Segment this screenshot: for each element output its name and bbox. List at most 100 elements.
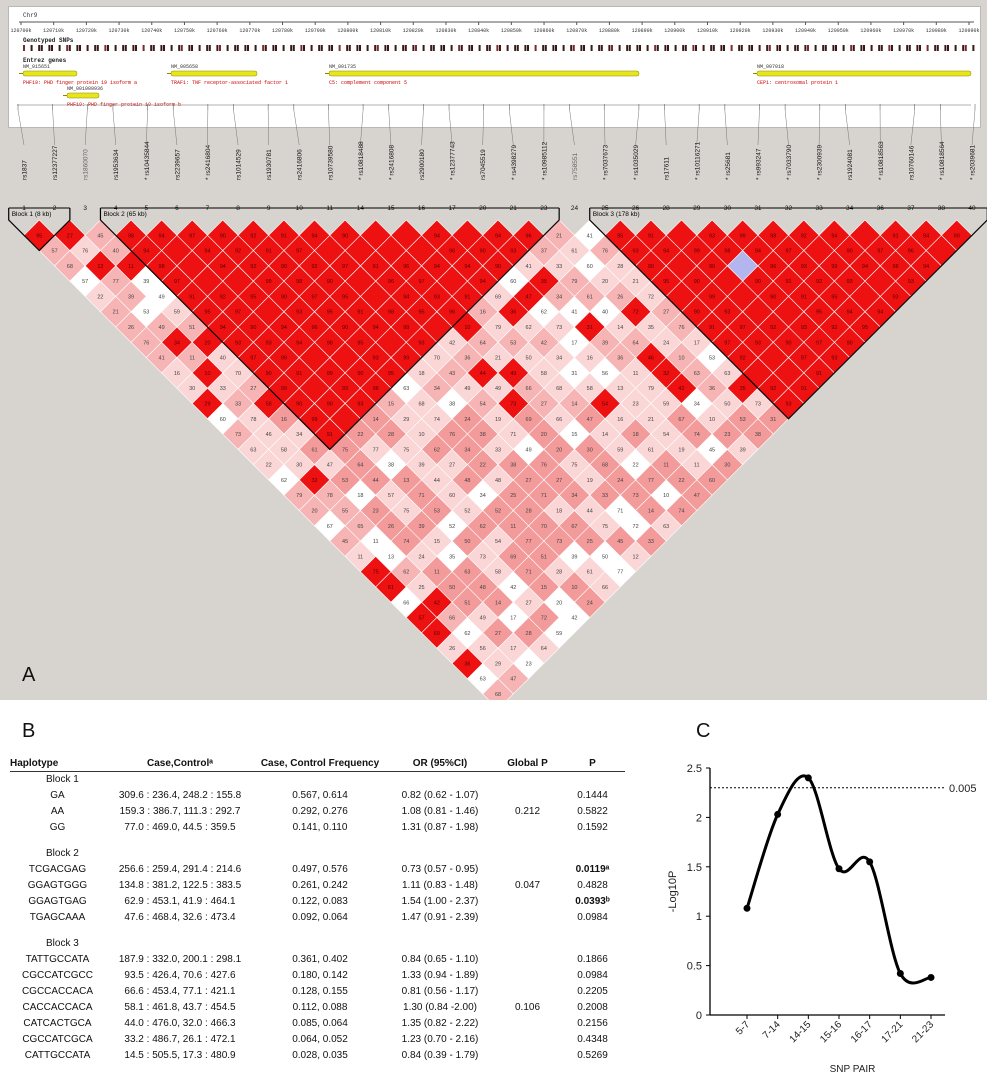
- snp-name-label: * rs4398279: [511, 145, 518, 180]
- panel-c-label: C: [696, 720, 710, 743]
- ld-cell-value: 99: [709, 294, 715, 300]
- case-control-cell: 256.6 : 259.4, 291.4 : 214.6: [105, 862, 255, 878]
- table-header-row: Haplotype Case,Controlᵃ Case, Control Fr…: [10, 756, 625, 772]
- ld-cell-value: 79: [648, 386, 654, 392]
- p-value-cell: 0.0119ᵃ: [560, 862, 625, 878]
- snp-connector: [940, 110, 941, 145]
- ld-cell-value: 91: [709, 325, 715, 331]
- ld-cell-value: 94: [877, 310, 883, 316]
- snp-connector: [85, 110, 87, 145]
- ld-cell-value: 90: [342, 233, 348, 239]
- ld-cell-value: 93: [434, 294, 440, 300]
- haplotype-block-label: Block 3 (178 kb): [593, 211, 640, 218]
- ld-cell-value: 38: [510, 463, 516, 469]
- ld-cell-value: 70: [541, 524, 547, 530]
- ld-cell-value: 75: [403, 509, 409, 515]
- ld-cell-value: 93: [296, 310, 302, 316]
- data-point: [866, 858, 873, 865]
- case-control-cell: 58.1 : 461.8, 43.7 : 454.5: [105, 1000, 255, 1016]
- ld-cell-value: 26: [388, 524, 394, 530]
- snp-name-label: * rs7033790: [786, 145, 793, 180]
- ld-cell-value: 49: [526, 447, 532, 453]
- frequency-cell: 0.497, 0.576: [255, 862, 385, 878]
- x-axis-label: SNP PAIR: [830, 1064, 876, 1075]
- ld-cell-value: 90: [220, 233, 226, 239]
- ld-cell-value: 99: [831, 264, 837, 270]
- ld-cell-value: 14: [373, 417, 379, 423]
- data-point: [897, 970, 904, 977]
- p-value-cell: 0.1592: [560, 820, 625, 836]
- p-value-cell: 0.5822: [560, 804, 625, 820]
- y-tick-label: 1: [696, 911, 702, 923]
- ld-cell-value: 99: [403, 325, 409, 331]
- ld-cell-value: 76: [678, 325, 684, 331]
- ld-cell-value: 40: [113, 249, 119, 255]
- ld-cell-value: 40: [602, 310, 608, 316]
- ld-cell-value: 98: [373, 386, 379, 392]
- ld-cell-value: 97: [785, 249, 791, 255]
- ld-cell-value: 70: [434, 356, 440, 362]
- ld-cell-value: 49: [159, 325, 165, 331]
- p-value-cell: 0.2156: [560, 1016, 625, 1032]
- ld-cell-value: 32: [663, 371, 669, 377]
- ld-cell-value: 97: [235, 310, 241, 316]
- ld-cell-value: 95: [204, 310, 210, 316]
- ld-cell-value: 94: [862, 264, 868, 270]
- snp-connector: [509, 110, 513, 145]
- ld-cell-value: 93: [908, 279, 914, 285]
- ld-cell-value: 74: [434, 417, 440, 423]
- ld-cell-value: 94: [480, 279, 486, 285]
- haplotype-cell: CGCCATCGCC: [10, 968, 105, 984]
- ld-cell-value: 25: [510, 493, 516, 499]
- ld-cell-value: 57: [82, 279, 88, 285]
- ld-cell-value: 94: [311, 233, 317, 239]
- ld-cell-value: 11: [663, 463, 669, 469]
- ld-cell-value: 75: [602, 524, 608, 530]
- ld-cell-value: 25: [587, 539, 593, 545]
- snp-connector: [294, 110, 299, 145]
- header-frequency: Case, Control Frequency: [255, 756, 385, 772]
- snp-name-label: rs1837: [22, 160, 29, 180]
- ld-cell-value: 13: [403, 478, 409, 484]
- ld-cell-value: 93: [724, 310, 730, 316]
- ld-cell-value: 99: [694, 249, 700, 255]
- ld-cell-value: 95: [862, 325, 868, 331]
- frequency-cell: 0.141, 0.110: [255, 820, 385, 836]
- ld-cell-value: 91: [189, 294, 195, 300]
- block-header-row: Block 2: [10, 846, 625, 862]
- ld-cell-value: 22: [480, 463, 486, 469]
- case-control-cell: 93.5 : 426.4, 70.6 : 427.6: [105, 968, 255, 984]
- block-header-row: Block 3: [10, 936, 625, 952]
- data-point: [836, 865, 843, 872]
- p-value-cell: 0.2008: [560, 1000, 625, 1016]
- snp-name-label: rs1930781: [266, 149, 273, 180]
- ld-cell-value: 91: [464, 294, 470, 300]
- ld-cell-value: 97: [311, 294, 317, 300]
- ld-cell-value: 91: [785, 279, 791, 285]
- frequency-cell: 0.064, 0.052: [255, 1032, 385, 1048]
- ld-cell-value: 99: [327, 371, 333, 377]
- or-cell: 1.11 (0.83 - 1.48): [385, 878, 495, 894]
- snp-name-label: * rs25681: [725, 152, 732, 180]
- ld-cell-value: 95: [250, 294, 256, 300]
- ld-cell-value: 72: [541, 616, 547, 622]
- ld-cell-value: 48: [464, 478, 470, 484]
- ld-cell-value: 62: [281, 478, 287, 484]
- ld-cell-value: 27: [67, 233, 73, 239]
- ld-cell-value: 93: [801, 325, 807, 331]
- ld-cell-value: 34: [556, 294, 562, 300]
- ld-cell-value: 71: [526, 570, 532, 576]
- ld-cell-value: 60: [587, 264, 593, 270]
- ld-cell-value: 91: [801, 386, 807, 392]
- snp-connector: [422, 110, 424, 145]
- ld-cell-value: 72: [633, 524, 639, 530]
- ld-cell-value: 45: [709, 447, 715, 453]
- ld-cell-value: 50: [449, 585, 455, 591]
- global-p-cell: [495, 788, 560, 804]
- ld-cell-value: 34: [571, 493, 577, 499]
- snp-name-label: * rs10818563: [878, 141, 885, 180]
- frequency-cell: 0.122, 0.083: [255, 894, 385, 910]
- ld-cell-value: 44: [434, 478, 440, 484]
- ld-cell-value: 93: [633, 249, 639, 255]
